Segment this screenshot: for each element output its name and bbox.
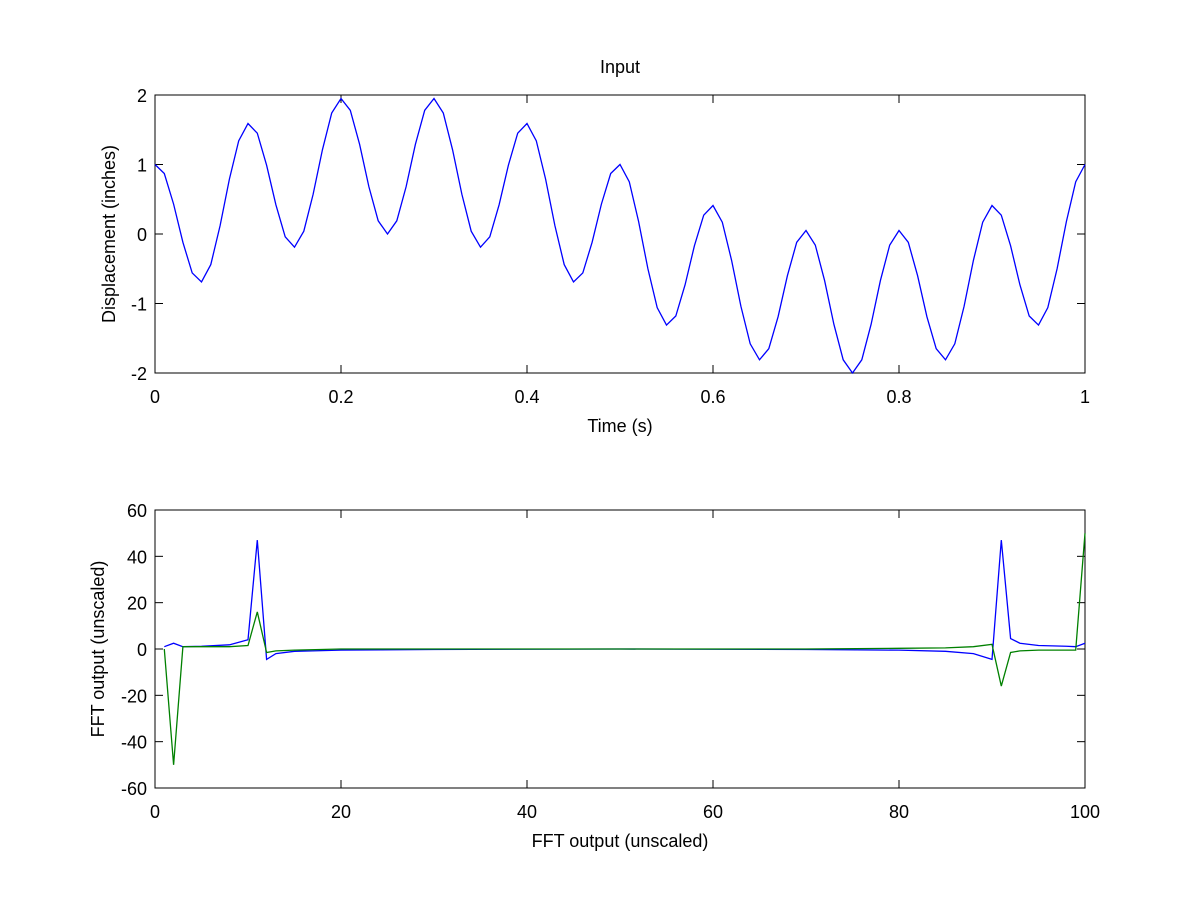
y-tick-label: 0 xyxy=(137,225,147,245)
x-axis-label: Time (s) xyxy=(587,416,652,436)
y-axis-label: Displacement (inches) xyxy=(99,145,119,323)
y-tick-label: -1 xyxy=(131,295,147,315)
y-tick-label: 40 xyxy=(127,547,147,567)
data-line xyxy=(163,533,1086,765)
y-tick-label: -60 xyxy=(121,779,147,799)
y-tick-label: 2 xyxy=(137,86,147,106)
data-line xyxy=(154,97,1086,375)
x-tick-label: 40 xyxy=(517,802,537,822)
x-tick-label: 60 xyxy=(703,802,723,822)
x-tick-label: 0 xyxy=(150,387,160,407)
data-line xyxy=(164,540,1086,661)
x-tick-label: 20 xyxy=(331,802,351,822)
y-tick-label: 60 xyxy=(127,501,147,521)
x-tick-label: 0.6 xyxy=(700,387,725,407)
x-tick-label: 100 xyxy=(1070,802,1100,822)
x-tick-label: 0 xyxy=(150,802,160,822)
y-tick-label: 1 xyxy=(137,156,147,176)
y-tick-label: 20 xyxy=(127,594,147,614)
x-tick-label: 1 xyxy=(1080,387,1090,407)
chart-title: Input xyxy=(600,57,640,77)
y-tick-label: -2 xyxy=(131,364,147,384)
y-tick-label: 0 xyxy=(137,640,147,660)
x-axis-label: FFT output (unscaled) xyxy=(532,831,709,851)
x-tick-label: 0.4 xyxy=(514,387,539,407)
y-tick-label: -40 xyxy=(121,733,147,753)
x-tick-label: 80 xyxy=(889,802,909,822)
plot-frame xyxy=(154,94,1086,374)
y-axis-label: FFT output (unscaled) xyxy=(88,561,108,738)
y-tick-label: -20 xyxy=(121,686,147,706)
x-tick-label: 0.2 xyxy=(328,387,353,407)
x-tick-label: 0.8 xyxy=(886,387,911,407)
